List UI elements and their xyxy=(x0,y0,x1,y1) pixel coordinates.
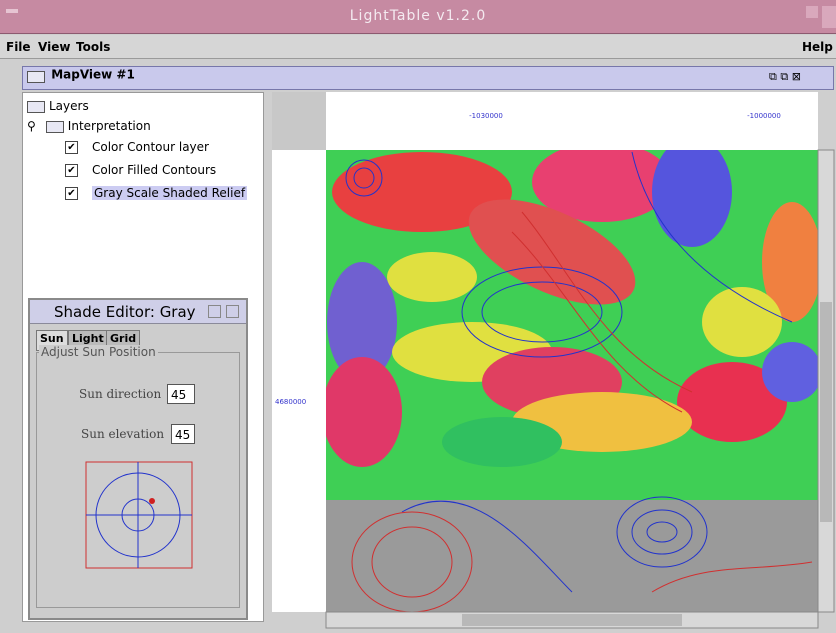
x-axis-label: -1000000 xyxy=(747,112,781,120)
maximize-button[interactable] xyxy=(822,6,836,28)
map-view: -1030000 -1000000 4680000 xyxy=(272,92,835,629)
frame-icon xyxy=(27,71,45,83)
node-label: Gray Scale Shaded Relief xyxy=(92,186,248,200)
tree-node[interactable]: Layers xyxy=(27,99,89,113)
node-label: Interpretation xyxy=(67,119,151,133)
map-image xyxy=(326,150,818,612)
tree-node[interactable]: ⚲ Interpretation xyxy=(27,119,151,133)
editor-title-bar: Shade Editor: Gray xyxy=(30,300,246,324)
field-label: Sun elevation xyxy=(81,427,165,441)
tree-node[interactable]: ✔ Color Contour layer xyxy=(65,140,209,154)
ruler-corner xyxy=(272,92,326,150)
internal-frame-title: MapView #1 ⧉ ⧉ ⊠ xyxy=(22,66,834,90)
editor-button[interactable] xyxy=(226,305,239,318)
x-axis-label: -1030000 xyxy=(469,112,503,120)
text-field[interactable]: 45 xyxy=(171,424,195,444)
field-label: Sun direction xyxy=(79,387,162,401)
window-title: LightTable v1.2.0 xyxy=(349,8,487,24)
node-label: Color Filled Contours xyxy=(92,163,217,177)
node-label: Color Contour layer xyxy=(92,140,209,154)
checkbox[interactable]: ✔ xyxy=(65,187,78,200)
shade-editor: Shade Editor: Gray Sun Light Grid Adjust… xyxy=(28,298,248,620)
group-title: Adjust Sun Position xyxy=(39,345,158,359)
minimize-button[interactable] xyxy=(806,6,818,18)
scroll-thumb[interactable] xyxy=(462,614,682,626)
text-field[interactable]: 45 xyxy=(167,384,195,404)
scroll-thumb[interactable] xyxy=(820,302,832,522)
menu-item[interactable]: View xyxy=(38,40,71,54)
frame-title: MapView #1 xyxy=(51,67,135,82)
editor-title: Shade Editor: Gray xyxy=(54,303,196,321)
editor-button[interactable] xyxy=(208,305,221,318)
menu-bar: File View Tools Help xyxy=(0,35,836,59)
menu-item[interactable]: File xyxy=(6,40,31,54)
folder-icon xyxy=(27,100,45,113)
checkbox[interactable]: ✔ xyxy=(65,141,78,154)
expander[interactable]: ⚲ xyxy=(27,119,36,133)
frame-buttons[interactable]: ⧉ ⧉ ⊠ xyxy=(769,70,801,83)
y-axis-label: 4680000 xyxy=(275,398,306,406)
checkbox[interactable]: ✔ xyxy=(65,164,78,177)
split-divider[interactable] xyxy=(264,92,272,622)
node-label: Layers xyxy=(49,99,89,113)
group-box: Adjust Sun Position Sun direction 45 Sun… xyxy=(36,345,240,608)
tree-node[interactable]: ✔ Gray Scale Shaded Relief xyxy=(65,186,248,200)
sun-position-diagram[interactable] xyxy=(85,461,195,571)
menu-item[interactable]: Help xyxy=(802,40,833,54)
window-menu-button[interactable] xyxy=(6,9,18,13)
menu-item[interactable]: Tools xyxy=(76,40,111,54)
title-bar: LightTable v1.2.0 xyxy=(0,0,836,34)
tree-node[interactable]: ✔ Color Filled Contours xyxy=(65,163,216,177)
folder-icon xyxy=(45,120,64,133)
